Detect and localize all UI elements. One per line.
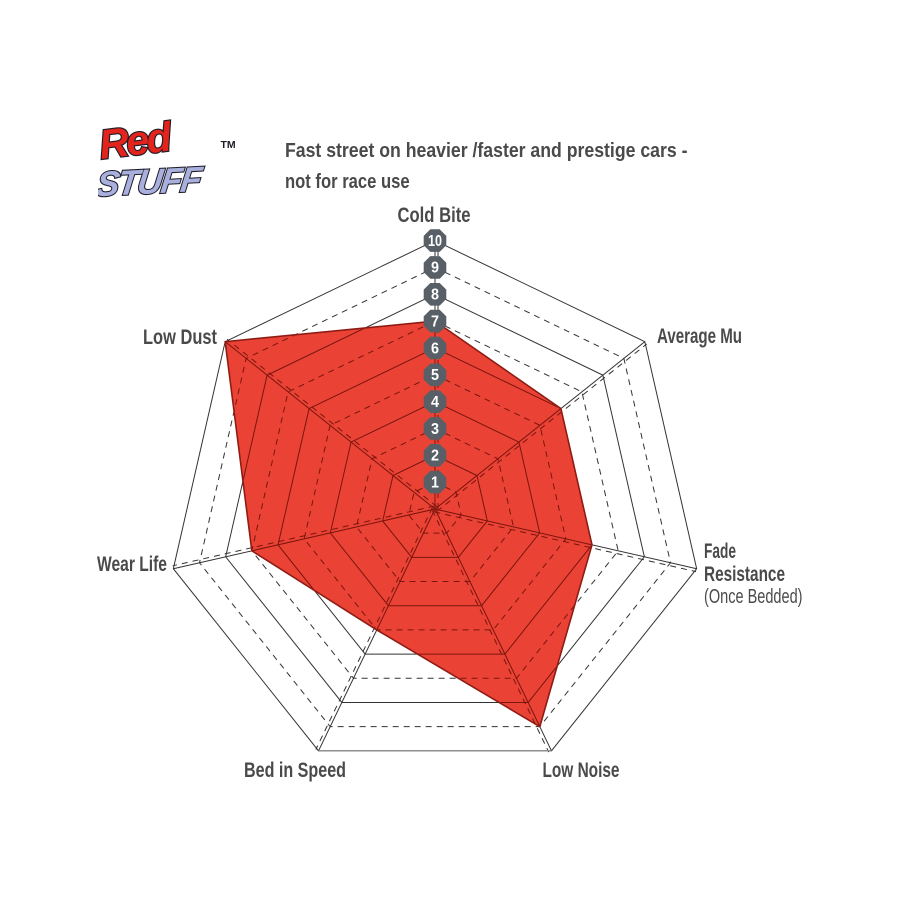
- svg-text:Low Noise: Low Noise: [543, 759, 620, 782]
- svg-text:Low Dust: Low Dust: [143, 326, 217, 349]
- svg-text:4: 4: [431, 394, 439, 411]
- svg-text:Red: Red: [98, 113, 175, 168]
- svg-text:Fast street on heavier /faster: Fast street on heavier /faster and prest…: [285, 140, 688, 162]
- svg-text:(Once Bedded): (Once Bedded): [704, 586, 803, 608]
- svg-text:Wear Life: Wear Life: [97, 553, 167, 576]
- svg-text:Fade: Fade: [704, 540, 736, 563]
- svg-text:2: 2: [431, 448, 439, 465]
- svg-text:10: 10: [428, 233, 442, 250]
- svg-text:not for race use: not for race use: [285, 171, 410, 193]
- svg-text:TM: TM: [221, 139, 236, 151]
- svg-text:1: 1: [431, 474, 439, 491]
- svg-text:Bed in Speed: Bed in Speed: [244, 759, 346, 782]
- svg-text:3: 3: [431, 421, 439, 438]
- svg-text:Cold Bite: Cold Bite: [398, 204, 471, 227]
- svg-text:8: 8: [431, 287, 439, 304]
- svg-text:6: 6: [431, 340, 439, 357]
- svg-text:9: 9: [431, 260, 439, 277]
- svg-text:7: 7: [431, 313, 439, 330]
- svg-text:5: 5: [431, 367, 439, 384]
- svg-text:Average Mu: Average Mu: [657, 325, 742, 348]
- svg-text:Resistance: Resistance: [704, 563, 785, 586]
